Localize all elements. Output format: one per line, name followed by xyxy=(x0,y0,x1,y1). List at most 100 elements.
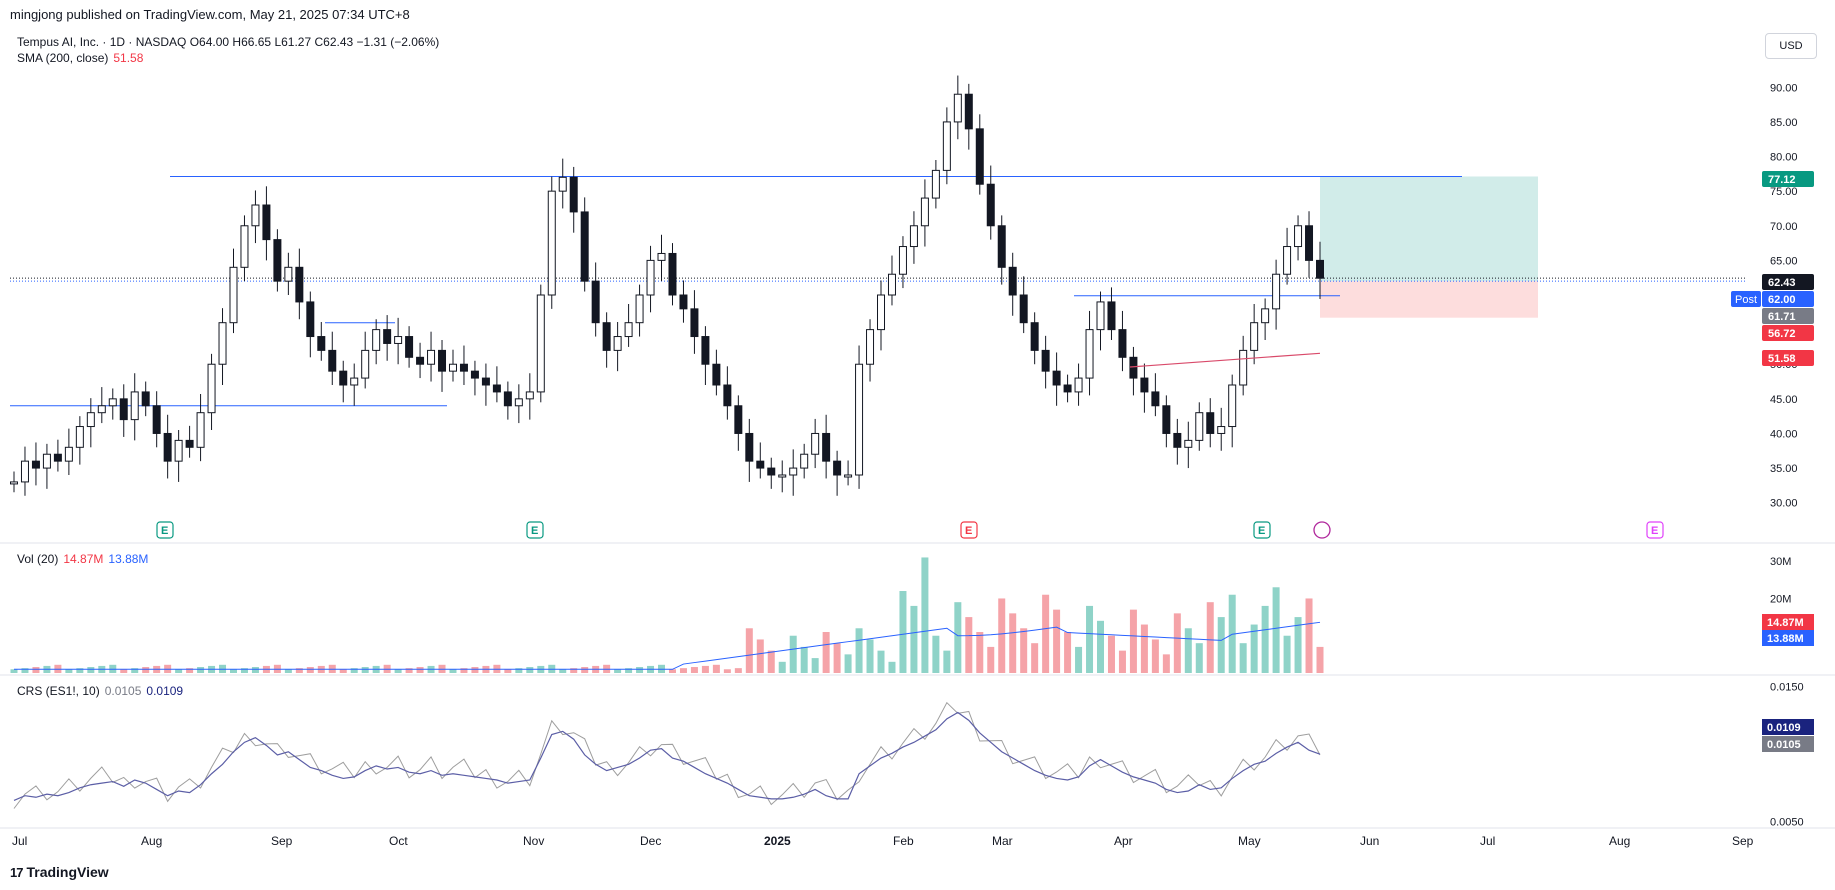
volume-bar xyxy=(712,664,720,673)
volume-bar xyxy=(142,667,150,673)
tradingview-logo: 17 TradingView xyxy=(10,864,109,880)
volume-bar xyxy=(394,669,402,673)
volume-bar xyxy=(866,639,874,673)
volume-bar xyxy=(186,668,194,673)
x-tick-label: Mar xyxy=(992,834,1013,848)
tradingview-mark-icon: 17 xyxy=(10,864,24,880)
candle-body xyxy=(580,211,589,282)
volume-tick-label: 30M xyxy=(1770,556,1791,568)
candle-body xyxy=(591,280,600,324)
volume-bar xyxy=(844,654,852,673)
earnings-marker-icon xyxy=(1646,521,1664,539)
volume-bar xyxy=(1031,643,1039,673)
price-tick-label: 85.00 xyxy=(1770,117,1798,129)
currency-button[interactable]: USD xyxy=(1765,33,1817,59)
price-tick-label: 35.00 xyxy=(1770,463,1798,475)
earnings-marker-label: E xyxy=(965,525,972,537)
volume-bar xyxy=(822,632,830,673)
volume-bar xyxy=(1129,609,1137,673)
volume-bar xyxy=(197,667,205,673)
volume-bar xyxy=(1020,628,1028,673)
candle-body xyxy=(920,197,929,227)
candle-body xyxy=(1140,377,1149,393)
sma-label: SMA (200, close) xyxy=(17,51,109,65)
x-tick-label: Sep xyxy=(1732,834,1754,848)
volume-bar xyxy=(1118,650,1126,673)
sma-value: 51.58 xyxy=(113,51,144,65)
candle-body xyxy=(525,391,534,400)
price-label-text: 61.71 xyxy=(1768,311,1796,323)
candle-body xyxy=(64,446,73,462)
candle-body xyxy=(789,467,798,476)
volume-bar xyxy=(1042,594,1050,673)
volume-bar xyxy=(504,669,512,673)
crs-tick-label: 0.0150 xyxy=(1770,682,1804,694)
candle-body xyxy=(42,453,51,469)
candle-body xyxy=(701,336,710,365)
volume-bar xyxy=(932,635,940,673)
price-label-box xyxy=(1762,291,1814,307)
earnings-marker-icon xyxy=(1253,521,1271,539)
symbol-line: Tempus AI, Inc. · 1D · NASDAQ O64.00 H66… xyxy=(17,35,440,49)
candle-body xyxy=(756,460,765,469)
candle-body xyxy=(273,239,282,282)
candle-body xyxy=(822,432,831,462)
candle-body xyxy=(86,412,95,428)
volume-bar xyxy=(32,667,40,673)
volume-bar xyxy=(1250,624,1258,673)
candle-body xyxy=(909,225,918,248)
volume-bar xyxy=(888,661,896,673)
x-tick-label: 2025 xyxy=(764,834,791,848)
candle-body xyxy=(119,398,128,421)
volume-bar xyxy=(306,667,314,673)
x-tick-label: Sep xyxy=(271,834,293,848)
candle-body xyxy=(185,439,194,448)
volume-bar xyxy=(723,669,731,673)
volume-bar xyxy=(1151,639,1159,673)
candle-body xyxy=(855,363,864,476)
price-label-text: 62.43 xyxy=(1768,277,1796,289)
candle-body xyxy=(306,301,315,338)
candle-body xyxy=(53,453,62,462)
post-tag xyxy=(1731,291,1761,307)
sma-line xyxy=(1129,352,1321,368)
candle-body xyxy=(372,329,381,351)
candle-body xyxy=(152,405,161,434)
price-tick-label: 45.00 xyxy=(1770,394,1798,406)
crs-ma-line xyxy=(13,711,1321,801)
candle-body xyxy=(1294,225,1303,248)
earnings-marker-icon xyxy=(156,521,174,539)
price-label-box xyxy=(1762,325,1814,341)
vol-value-2: 13.88M xyxy=(108,552,149,566)
price-label-box xyxy=(1762,350,1814,366)
volume-bar xyxy=(1140,624,1148,673)
price-label-text: 51.58 xyxy=(1768,353,1796,365)
volume-bar xyxy=(1206,602,1214,673)
candle-body xyxy=(624,322,633,338)
candle-body xyxy=(1041,349,1050,372)
price-label-text: 62.00 xyxy=(1768,294,1796,306)
price-label-box xyxy=(1762,274,1814,290)
x-tick-label: Oct xyxy=(389,834,408,848)
volume-bar xyxy=(745,628,753,673)
volume-bar xyxy=(1097,620,1105,673)
volume-bar xyxy=(734,668,742,673)
candle-body xyxy=(240,225,249,268)
candle-body xyxy=(1316,259,1324,279)
volume-bar xyxy=(1162,654,1170,673)
candle-body xyxy=(844,474,853,478)
price-label-box xyxy=(1762,171,1814,187)
volume-bar xyxy=(1107,635,1115,673)
candle-body xyxy=(75,426,84,448)
candle-body xyxy=(470,370,479,379)
candle-body xyxy=(833,460,842,476)
candle-body xyxy=(767,467,776,476)
candle-body xyxy=(1063,384,1072,393)
volume-legend: Vol (20) 14.87M 13.88M xyxy=(17,552,153,566)
volume-bar xyxy=(943,650,951,673)
volume-bar xyxy=(460,668,468,673)
candle-body xyxy=(1305,225,1314,261)
candle-body xyxy=(196,412,205,448)
volume-bar xyxy=(811,658,819,673)
